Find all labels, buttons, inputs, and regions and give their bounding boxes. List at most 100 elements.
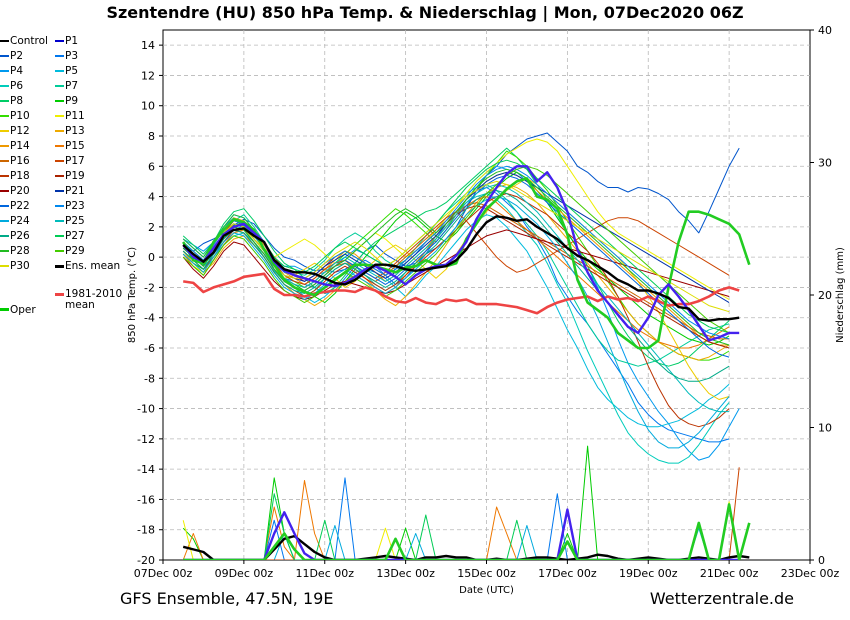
legend-item: P17	[55, 155, 85, 167]
legend-swatch	[55, 205, 64, 207]
legend: Control P1 P2 P3 P4 P5 P6 P7 P8 P9 P10 P11 P12 P13 P14…	[0, 33, 135, 323]
series-line-p26	[182, 190, 730, 382]
y-right-axis-label: Niederschlag (mm)	[835, 247, 846, 343]
legend-swatch	[0, 130, 9, 132]
legend-label: P13	[65, 125, 85, 137]
plot-series-group	[182, 132, 751, 560]
series-line-ens-mean	[182, 215, 740, 322]
series-line-p15-precip	[182, 480, 740, 560]
legend-swatch	[0, 115, 9, 117]
legend-swatch	[55, 175, 64, 177]
legend-item: P30	[0, 260, 30, 272]
legend-label: P8	[10, 95, 24, 107]
y-tick-label: 12	[141, 69, 155, 82]
legend-label: 1981-2010 mean	[65, 287, 123, 311]
legend-item: P21	[55, 185, 85, 197]
legend-item: P6	[0, 80, 23, 92]
series-line-p28	[182, 168, 730, 346]
legend-label: P6	[10, 80, 24, 92]
legend-label: P18	[10, 170, 30, 182]
series-line-p2	[182, 132, 740, 273]
series-line-ens-mean-precip	[182, 534, 750, 560]
legend-item: Ens. mean	[55, 260, 120, 272]
series-line-p24-precip	[183, 525, 740, 560]
y-tick-label: 0	[148, 251, 155, 264]
y-tick-label: -12	[137, 433, 155, 446]
legend-item: P16	[0, 155, 30, 167]
legend-swatch	[0, 70, 9, 72]
legend-swatch	[55, 264, 64, 268]
series-line-p27-precip	[183, 493, 740, 560]
legend-label: P9	[65, 95, 79, 107]
y-tick-label: -8	[144, 372, 155, 385]
y-right-tick-label: 20	[818, 289, 832, 302]
legend-swatch	[55, 190, 64, 192]
y-tick-label: -16	[137, 493, 155, 506]
legend-label: P30	[10, 260, 30, 272]
footer-source: Wetterzentrale.de	[649, 589, 794, 608]
series-line-oper-precip	[183, 503, 751, 560]
y-right-tick-label: 40	[818, 24, 832, 37]
legend-label: P14	[10, 140, 30, 152]
footer-model-info: GFS Ensemble, 47.5N, 19E	[120, 589, 334, 608]
legend-swatch	[55, 55, 64, 57]
x-tick-label: 13Dec 00z	[376, 567, 435, 580]
legend-item: P25	[55, 215, 85, 227]
x-tick-label: 07Dec 00z	[134, 567, 193, 580]
legend-item: P15	[55, 140, 85, 152]
legend-label: P7	[65, 80, 79, 92]
y-tick-label: -20	[137, 554, 155, 567]
legend-label: P3	[65, 50, 79, 62]
legend-item: P14	[0, 140, 30, 152]
legend-swatch	[0, 100, 9, 102]
legend-item: P23	[55, 200, 85, 212]
legend-swatch	[0, 205, 9, 207]
legend-label: P28	[10, 245, 30, 257]
series-line-p1-precip	[183, 508, 740, 560]
series-line-p5	[182, 214, 730, 428]
series-line-oper	[182, 177, 751, 350]
legend-item: P29	[55, 245, 85, 257]
x-tick-label: 19Dec 00z	[619, 567, 678, 580]
series-line-p9-precip	[182, 445, 740, 560]
legend-item: P3	[55, 50, 78, 62]
series-line-p29	[182, 165, 730, 334]
legend-item: P11	[55, 110, 85, 122]
legend-label: P22	[10, 200, 30, 212]
y-tick-label: -2	[144, 281, 155, 294]
legend-item: 1981-2010 mean	[55, 287, 127, 311]
y-axis-label: 850 hPa Temp. (°C)	[127, 247, 138, 343]
y-right-tick-label: 10	[818, 422, 832, 435]
legend-swatch	[55, 235, 64, 237]
legend-swatch	[55, 220, 64, 222]
legend-item: P12	[0, 125, 30, 137]
legend-label: P1	[65, 35, 79, 47]
legend-item: P1	[55, 35, 78, 47]
legend-label: P27	[65, 230, 85, 242]
legend-item: P13	[55, 125, 85, 137]
legend-swatch	[0, 55, 9, 57]
y-tick-label: -14	[137, 463, 155, 476]
legend-swatch	[55, 130, 64, 132]
y-tick-label: 8	[148, 130, 155, 143]
y-tick-label: -6	[144, 342, 155, 355]
legend-swatch	[0, 175, 9, 177]
legend-item: P4	[0, 65, 23, 77]
y-tick-label: 4	[148, 191, 155, 204]
legend-label: P21	[65, 185, 85, 197]
legend-label: P17	[65, 155, 85, 167]
legend-label: P12	[10, 125, 30, 137]
legend-item: Control	[0, 35, 48, 47]
series-line-p3-precip	[183, 477, 740, 560]
legend-swatch	[0, 235, 9, 237]
x-tick-label: 09Dec 00z	[215, 567, 274, 580]
legend-label: P29	[65, 245, 85, 257]
y-tick-label: -10	[137, 403, 155, 416]
legend-item: P2	[0, 50, 23, 62]
legend-item: P22	[0, 200, 30, 212]
legend-label: P26	[10, 230, 30, 242]
legend-item: P5	[55, 65, 78, 77]
y-tick-label: -4	[144, 312, 155, 325]
legend-swatch	[0, 250, 9, 252]
series-line-p24	[182, 196, 730, 449]
